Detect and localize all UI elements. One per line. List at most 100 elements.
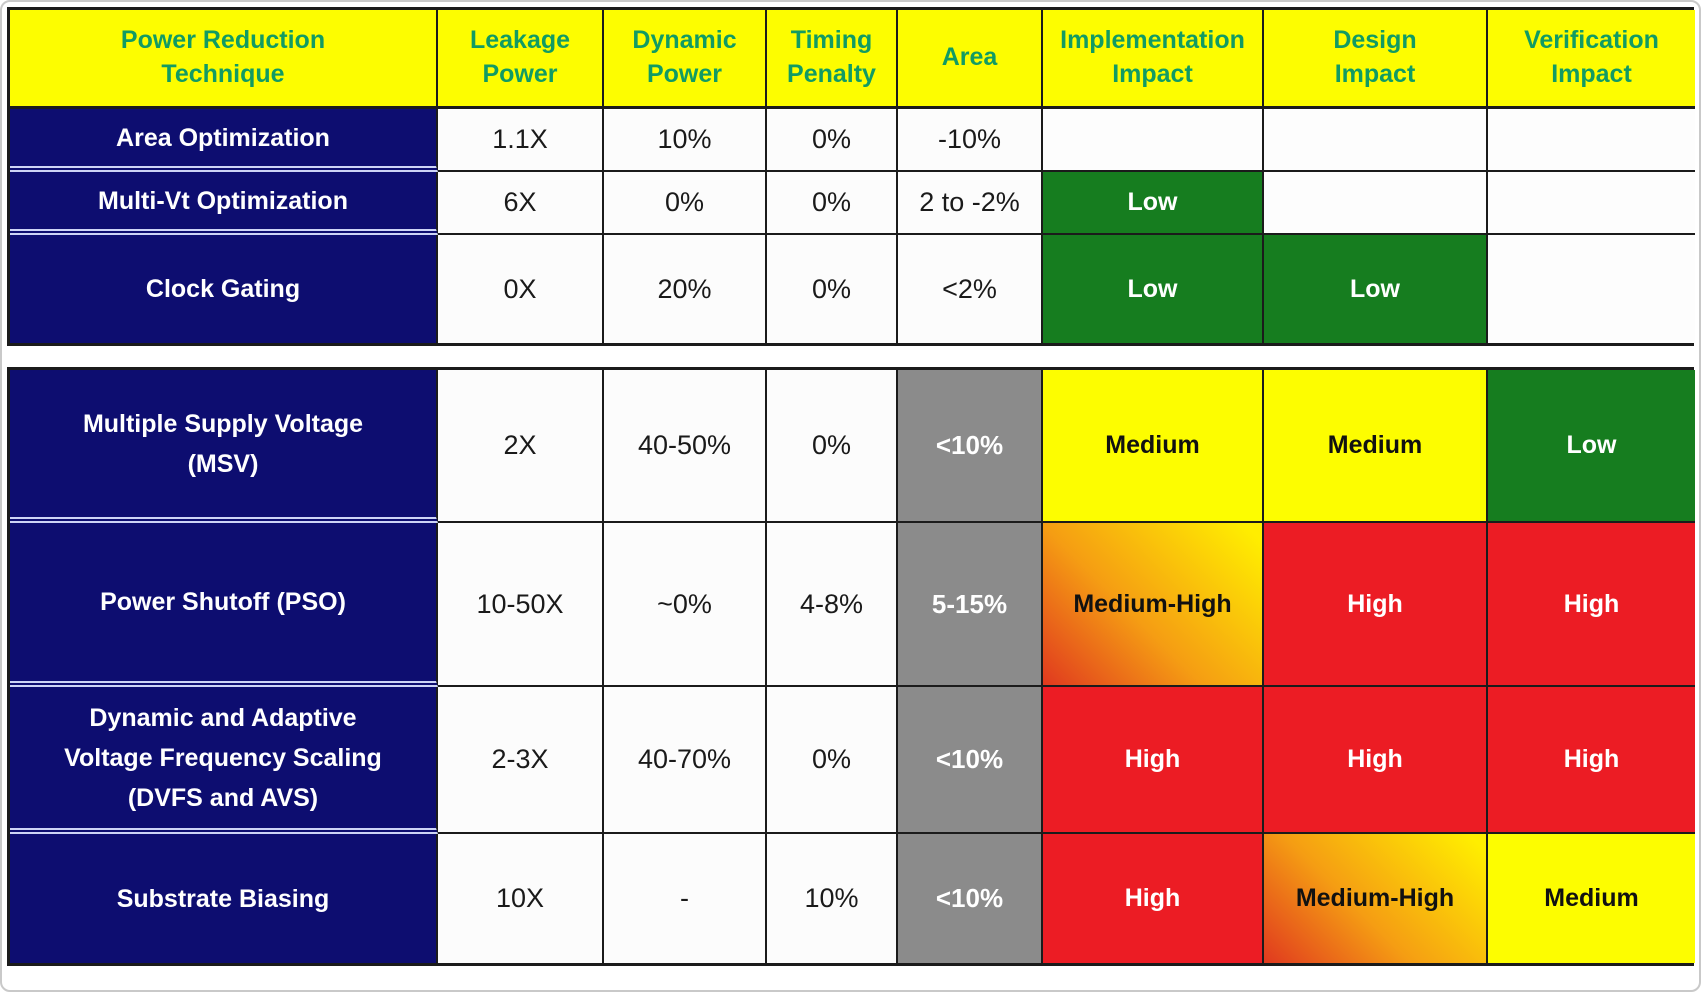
power-table-section-1: Power Reduction Technique Leakage Power … (7, 7, 1695, 346)
header-label: Verification (1524, 26, 1659, 55)
power-table-bottom: Multiple Supply Voltage (MSV) 2X 40-50% … (10, 370, 1695, 963)
technique-label: (DVFS and AVS) (127, 783, 319, 812)
leakage-power-value: 1.1X (438, 109, 604, 172)
implementation-impact-cell: High (1043, 687, 1264, 834)
technique-cell: Power Shutoff (PSO) (10, 523, 438, 687)
dynamic-power-value: 40-50% (604, 370, 767, 523)
implementation-impact-cell: Medium (1043, 370, 1264, 523)
leakage-power-value: 0X (438, 235, 604, 343)
design-impact-cell: Medium-High (1264, 834, 1488, 963)
header-label: Technique (161, 60, 285, 88)
implementation-impact-cell (1043, 109, 1264, 172)
technique-cell: Dynamic and Adaptive Voltage Frequency S… (10, 687, 438, 834)
area-value: 2 to -2% (898, 172, 1043, 235)
timing-penalty-value: 0% (767, 172, 898, 235)
verification-impact-cell: High (1488, 687, 1695, 834)
technique-cell: Multi-Vt Optimization (10, 172, 438, 235)
timing-penalty-value: 10% (767, 834, 898, 963)
header-label: Impact (1551, 60, 1632, 88)
row-multi-vt-optimization: Multi-Vt Optimization 6X 0% 0% 2 to -2% … (10, 172, 1695, 235)
design-impact-cell (1264, 172, 1488, 235)
row-dvfs-avs: Dynamic and Adaptive Voltage Frequency S… (10, 687, 1695, 834)
header-label: Power Reduction (120, 26, 326, 55)
column-header-implementation-impact: Implementation Impact (1043, 10, 1264, 109)
column-header-timing-penalty: Timing Penalty (767, 10, 898, 109)
timing-penalty-value: 4-8% (767, 523, 898, 687)
header-label: Area (941, 43, 998, 72)
timing-penalty-value: 0% (767, 370, 898, 523)
technique-label: Multi-Vt Optimization (98, 186, 348, 215)
technique-cell: Multiple Supply Voltage (MSV) (10, 370, 438, 523)
dynamic-power-value: - (604, 834, 767, 963)
implementation-impact-cell: High (1043, 834, 1264, 963)
dynamic-power-value: 20% (604, 235, 767, 343)
area-value: <10% (898, 687, 1043, 834)
area-value: <2% (898, 235, 1043, 343)
verification-impact-cell: High (1488, 523, 1695, 687)
header-label: Dynamic (632, 26, 737, 55)
header-label: Penalty (787, 60, 876, 88)
design-impact-cell: Medium (1264, 370, 1488, 523)
technique-label: Voltage Frequency Scaling (64, 743, 382, 772)
header-label: Power (482, 60, 558, 88)
technique-cell: Area Optimization (10, 109, 438, 172)
technique-label: Power Shutoff (PSO) (100, 588, 346, 616)
technique-label: (MSV) (187, 449, 259, 478)
row-pso: Power Shutoff (PSO) 10-50X ~0% 4-8% 5-15… (10, 523, 1695, 687)
design-impact-cell: High (1264, 687, 1488, 834)
verification-impact-cell: Low (1488, 370, 1695, 523)
area-value: -10% (898, 109, 1043, 172)
header-label: Design (1333, 26, 1417, 55)
dynamic-power-value: 0% (604, 172, 767, 235)
design-impact-cell (1264, 109, 1488, 172)
design-impact-cell: High (1264, 523, 1488, 687)
header-row: Power Reduction Technique Leakage Power … (10, 10, 1695, 109)
row-msv: Multiple Supply Voltage (MSV) 2X 40-50% … (10, 370, 1695, 523)
leakage-power-value: 2X (438, 370, 604, 523)
technique-label: Multiple Supply Voltage (82, 409, 364, 438)
verification-impact-cell (1488, 109, 1695, 172)
timing-penalty-value: 0% (767, 687, 898, 834)
dynamic-power-value: 40-70% (604, 687, 767, 834)
technique-label: Area Optimization (116, 123, 330, 152)
verification-impact-cell: Medium (1488, 834, 1695, 963)
header-label: Timing (790, 26, 873, 55)
implementation-impact-cell: Medium-High (1043, 523, 1264, 687)
implementation-impact-cell: Low (1043, 172, 1264, 235)
dynamic-power-value: 10% (604, 109, 767, 172)
power-reduction-comparison-table: Power Reduction Technique Leakage Power … (7, 7, 1695, 966)
timing-penalty-value: 0% (767, 235, 898, 343)
section-divider-gap (7, 346, 1694, 367)
leakage-power-value: 2-3X (438, 687, 604, 834)
row-area-optimization: Area Optimization 1.1X 10% 0% -10% (10, 109, 1695, 172)
column-header-design-impact: Design Impact (1264, 10, 1488, 109)
technique-cell: Clock Gating (10, 235, 438, 343)
column-header-area: Area (898, 10, 1043, 109)
technique-label: Substrate Biasing (116, 884, 330, 913)
dynamic-power-value: ~0% (604, 523, 767, 687)
design-impact-cell: Low (1264, 235, 1488, 343)
technique-label: Clock Gating (145, 275, 301, 303)
column-header-leakage-power: Leakage Power (438, 10, 604, 109)
area-value: <10% (898, 370, 1043, 523)
header-label: Implementation (1060, 26, 1245, 55)
header-label: Impact (1334, 60, 1416, 88)
column-header-power-reduction-technique: Power Reduction Technique (10, 10, 438, 109)
area-value: <10% (898, 834, 1043, 963)
verification-impact-cell (1488, 172, 1695, 235)
area-value: 5-15% (898, 523, 1043, 687)
leakage-power-value: 10X (438, 834, 604, 963)
implementation-impact-cell: Low (1043, 235, 1264, 343)
power-table-section-2: Multiple Supply Voltage (MSV) 2X 40-50% … (7, 367, 1695, 966)
row-substrate-biasing: Substrate Biasing 10X - 10% <10% High Me… (10, 834, 1695, 963)
header-label: Power (646, 60, 723, 88)
leakage-power-value: 10-50X (438, 523, 604, 687)
technique-label: Dynamic and Adaptive (89, 703, 357, 732)
column-header-dynamic-power: Dynamic Power (604, 10, 767, 109)
row-clock-gating: Clock Gating 0X 20% 0% <2% Low Low (10, 235, 1695, 343)
leakage-power-value: 6X (438, 172, 604, 235)
column-header-verification-impact: Verification Impact (1488, 10, 1695, 109)
power-table-top: Power Reduction Technique Leakage Power … (10, 10, 1695, 343)
verification-impact-cell (1488, 235, 1695, 343)
